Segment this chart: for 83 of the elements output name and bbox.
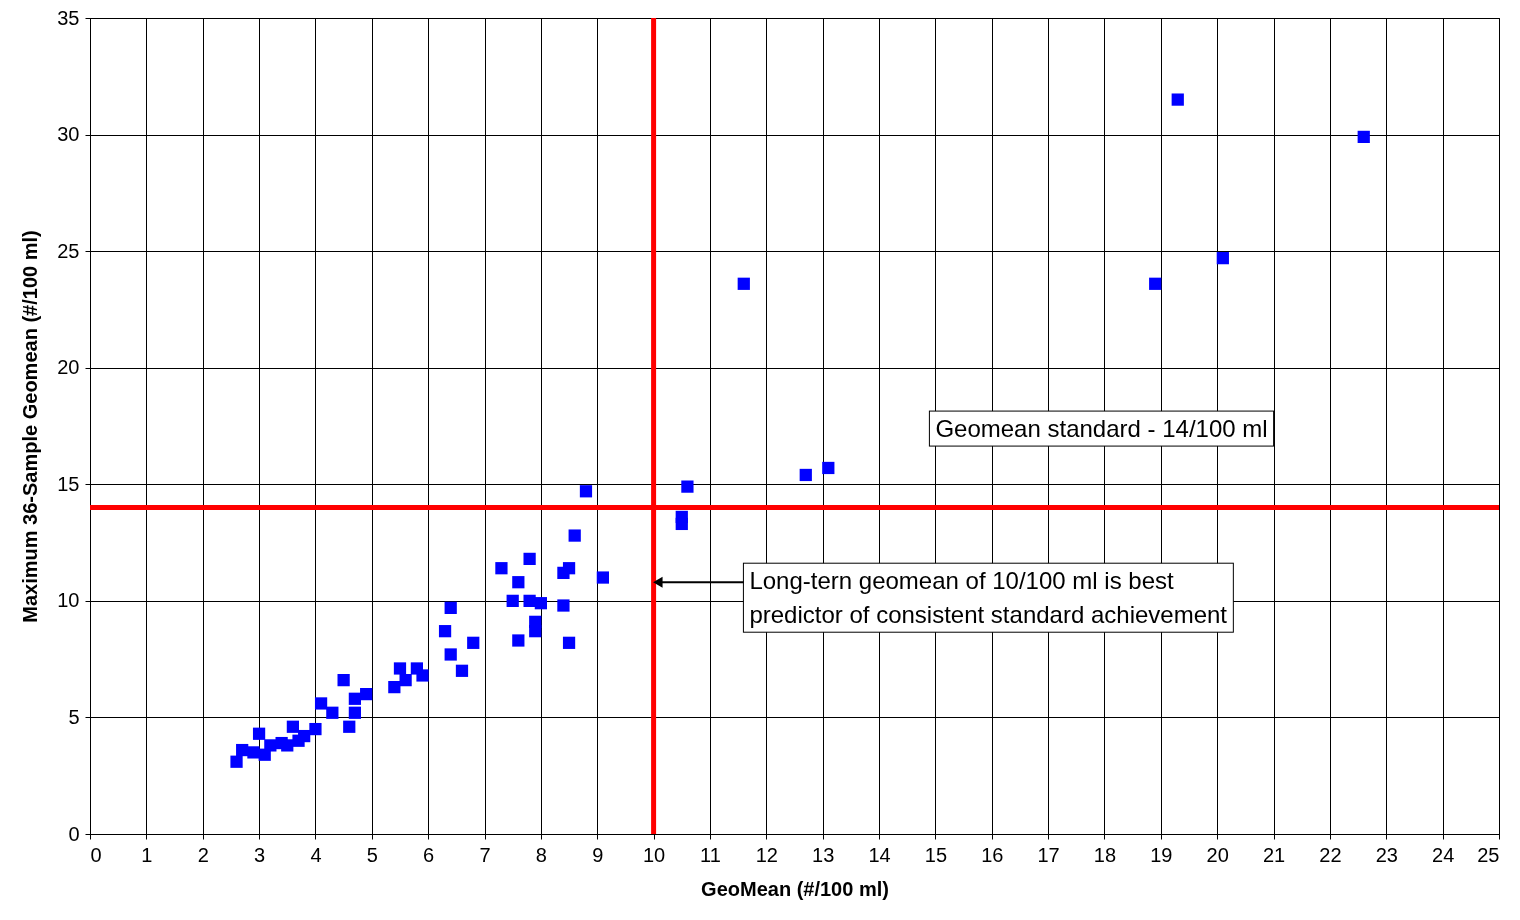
point: [512, 634, 525, 647]
point: [512, 576, 525, 589]
point: [399, 674, 412, 687]
point: [388, 681, 401, 694]
point: [444, 648, 457, 661]
point: [281, 739, 294, 752]
point: [467, 636, 480, 649]
y-tick-label: 10: [57, 589, 80, 612]
x-tick-label: 8: [535, 843, 547, 866]
point: [557, 599, 570, 612]
x-tick-label: 13: [812, 843, 835, 866]
point: [1149, 277, 1162, 290]
x-tick-label: 20: [1206, 843, 1229, 866]
point: [495, 562, 508, 575]
point: [343, 720, 356, 733]
point: [309, 722, 322, 736]
x-tick-label: 19: [1150, 843, 1173, 866]
x-tick-label: 17: [1037, 843, 1060, 866]
point: [444, 601, 457, 614]
x-tick-label: 24: [1432, 843, 1455, 866]
y-tick-label: 0: [68, 822, 80, 845]
x-tick-label: 25: [1477, 843, 1500, 866]
point: [286, 720, 300, 733]
x-tick-label: 9: [592, 843, 604, 866]
point: [1171, 93, 1184, 106]
point: [568, 529, 581, 542]
x-tick-label: 10: [642, 843, 666, 866]
x-tick-label: 22: [1319, 843, 1342, 866]
point: [562, 562, 576, 575]
y-axis-title: Maximum 36-Sample Geomean (#/100 ml): [19, 230, 42, 623]
x-tick-label: 3: [254, 843, 266, 866]
x-tick-label: 14: [868, 843, 891, 866]
y-tick-label: 25: [57, 239, 80, 262]
x-tick-label: 23: [1375, 843, 1398, 866]
point: [822, 461, 835, 475]
point: [298, 729, 311, 743]
point: [337, 674, 350, 687]
ref-line-label: Geomean standard - 14/100 ml: [935, 415, 1268, 443]
point: [675, 517, 688, 531]
x-tick-label: 7: [479, 843, 491, 866]
point: [1216, 252, 1229, 265]
point: [1357, 130, 1370, 144]
point: [247, 746, 260, 759]
point: [529, 625, 542, 638]
x-tick-label: 18: [1093, 843, 1117, 866]
point: [455, 664, 469, 677]
y-tick-label: 15: [57, 472, 80, 495]
x-tick-label: 5: [366, 843, 378, 866]
point: [523, 594, 536, 607]
point: [314, 697, 328, 710]
point: [348, 692, 362, 705]
point: [252, 727, 266, 740]
point: [416, 669, 429, 682]
x-axis-title: GeoMean (#/100 ml): [701, 877, 889, 900]
y-tick-label: 20: [57, 356, 80, 379]
x-tick-label: 16: [981, 843, 1004, 866]
y-tick-label: 35: [57, 6, 80, 29]
point: [348, 706, 362, 719]
point: [438, 625, 452, 638]
point: [230, 755, 243, 768]
point: [534, 597, 547, 610]
point: [393, 662, 407, 675]
x-tick-label: 11: [700, 843, 721, 866]
point: [506, 594, 519, 607]
x-tick-label: 6: [423, 843, 435, 866]
x-tick-label: 12: [755, 843, 778, 866]
point: [360, 687, 373, 701]
point: [799, 468, 812, 482]
x-tick-label: 15: [924, 843, 948, 866]
y-tick-label: 5: [68, 705, 80, 728]
point: [681, 480, 694, 493]
x-tick-label: 2: [197, 843, 209, 866]
point: [523, 552, 536, 566]
point: [562, 636, 576, 649]
x-tick-label: 1: [141, 843, 153, 866]
point: [737, 277, 750, 290]
point: [326, 706, 339, 719]
x-tick-label: 4: [310, 843, 322, 866]
x-tick-label: 21: [1262, 843, 1286, 866]
y-tick-label: 30: [57, 123, 80, 146]
point: [596, 571, 609, 584]
point: [579, 485, 593, 498]
x-tick-label: 0: [90, 843, 102, 866]
